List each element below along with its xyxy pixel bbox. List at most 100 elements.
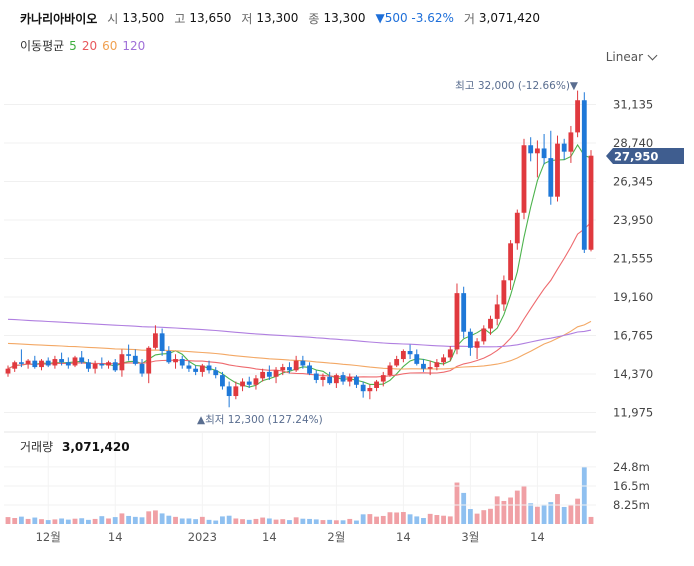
candle-body	[320, 376, 326, 380]
price-tick-label: 21,555	[613, 252, 653, 266]
volume-bar	[555, 494, 560, 524]
volume-panel-value: 3,071,420	[62, 440, 130, 454]
price-axis: 31,135 28,740 26,345 23,950 21,555 19,160 16,7…	[613, 98, 653, 420]
candle-body	[555, 143, 560, 197]
candle-body	[112, 362, 118, 371]
stock-header: 카나리아바이오 시 13,500 고 13,650 저 13,300 종 13,300 …	[20, 9, 550, 27]
volume-bar	[233, 518, 239, 524]
candle-body	[260, 371, 266, 379]
candle-body	[226, 386, 232, 397]
candle-body	[220, 375, 225, 387]
candle-body	[300, 360, 306, 366]
volume-tick-label: 8.25m	[613, 498, 650, 512]
volume-bar	[112, 517, 118, 524]
volume-bar	[179, 518, 185, 524]
candle-body	[166, 351, 172, 363]
candle-body	[340, 375, 346, 382]
volume-bar	[488, 508, 493, 524]
candle-body	[481, 328, 487, 342]
volume-bar	[581, 466, 587, 524]
volume-value: 3,071,420	[478, 11, 540, 25]
price-change: ▼500 -3.62%	[375, 11, 454, 25]
candle-body	[106, 362, 111, 366]
volume-bar	[240, 519, 245, 524]
volume-bar	[447, 516, 453, 524]
candle-body	[153, 333, 158, 348]
volume-bar	[374, 516, 379, 524]
volume-bar	[266, 518, 272, 524]
volume-bar	[481, 510, 487, 524]
candle-body	[92, 363, 98, 369]
candle-body	[119, 354, 125, 371]
candle-body	[360, 384, 366, 392]
candle-body	[126, 354, 132, 356]
scale-toggle[interactable]: Linear	[605, 50, 658, 64]
candle-body	[400, 351, 406, 360]
volume-bar	[541, 504, 547, 524]
candle-body	[541, 148, 547, 159]
candle-body	[253, 378, 259, 385]
candle-body	[581, 100, 587, 250]
candle-body	[414, 354, 420, 364]
candle-body	[548, 158, 554, 197]
candle-body	[508, 243, 513, 281]
time-tick-label: 12월	[36, 530, 61, 544]
moving-average-legend[interactable]: 이동평균 5 20 60 120	[20, 37, 150, 54]
volume-bar	[421, 518, 426, 524]
volume-bar	[548, 502, 554, 524]
volume-bar	[59, 518, 65, 524]
candle-body	[186, 365, 192, 369]
candle-body	[193, 368, 199, 372]
volume-label: 거	[463, 11, 475, 26]
volume-tick-label: 24.8m	[613, 460, 650, 474]
candle-body	[514, 212, 520, 244]
high-label: 고	[174, 11, 186, 26]
ma-60-line	[7, 320, 592, 370]
volume-bar	[273, 519, 279, 524]
candle-body	[39, 360, 44, 368]
candle-body	[206, 365, 212, 371]
time-tick-label: 2023	[188, 530, 217, 544]
candle-body	[575, 100, 581, 133]
volume-bar	[494, 496, 500, 524]
volume-bar	[293, 517, 299, 524]
moving-average-lines	[7, 143, 592, 388]
low-value: 13,300	[256, 11, 299, 25]
volume-bar	[213, 520, 219, 524]
volume-bar	[206, 519, 212, 524]
volume-bar	[568, 505, 574, 524]
time-tick-label: 3월	[461, 530, 479, 544]
candle-body	[213, 370, 219, 376]
current-price-label: 27,950	[614, 150, 658, 164]
candle-body	[79, 357, 85, 363]
volume-bar	[86, 519, 91, 524]
volume-bar	[340, 520, 346, 524]
volume-bar	[300, 518, 306, 524]
price-tick-label: 11,975	[613, 406, 653, 420]
volume-bar	[327, 519, 333, 524]
open-value: 13,500	[122, 11, 165, 25]
price-tick-label: 19,160	[613, 290, 653, 304]
volume-bar	[126, 515, 132, 524]
current-price-tag: 27,950	[606, 148, 684, 164]
volume-bar	[441, 515, 446, 524]
volume-bar	[32, 517, 38, 524]
time-tick-label: 14	[530, 530, 545, 544]
candle-body	[132, 355, 138, 364]
candle-body	[246, 381, 252, 385]
price-tick-label: 26,345	[613, 175, 653, 189]
volume-bar	[534, 506, 540, 524]
ma-legend-title: 이동평균	[20, 39, 65, 53]
chart-grid	[4, 104, 596, 524]
scale-toggle-label: Linear	[605, 50, 643, 64]
ma-20-line	[7, 221, 592, 378]
candle-body	[488, 318, 493, 329]
candle-body	[139, 363, 145, 374]
volume-bar	[347, 518, 353, 524]
candle-body	[561, 143, 567, 152]
volume-bar	[186, 518, 192, 524]
candle-body	[588, 155, 594, 250]
volume-bar	[246, 519, 252, 524]
candle-body	[99, 363, 105, 366]
